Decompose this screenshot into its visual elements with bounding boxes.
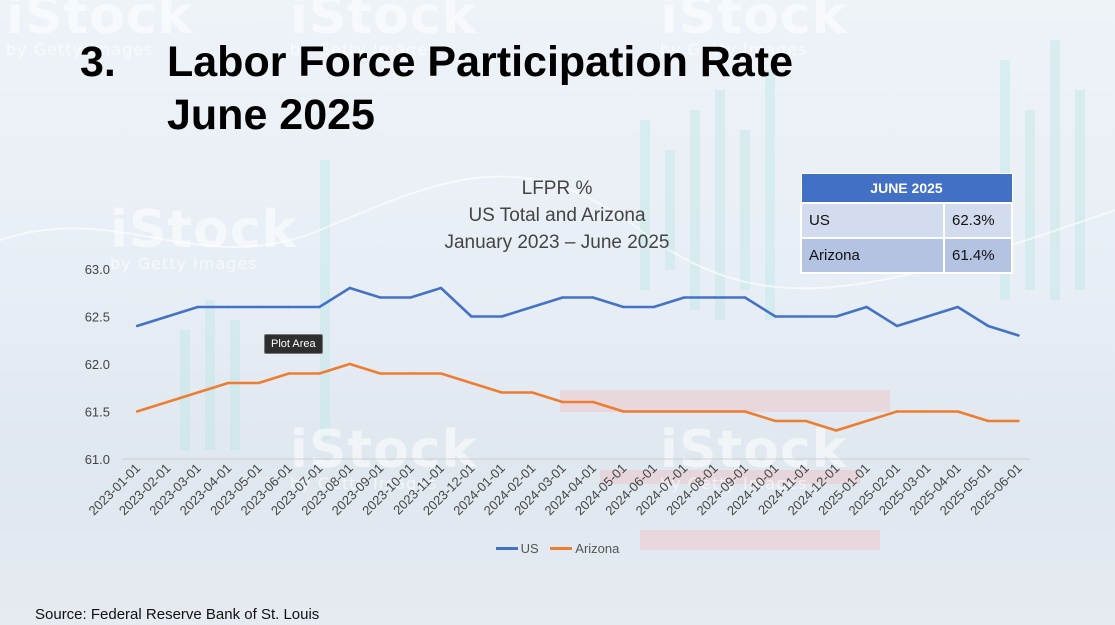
data-point-arizona[interactable] <box>561 400 564 404</box>
data-point-us[interactable] <box>804 315 807 318</box>
data-point-arizona[interactable] <box>956 410 959 413</box>
slide-title-line1: Labor Force Participation Rate <box>167 38 794 86</box>
data-point-arizona[interactable] <box>895 410 899 413</box>
data-point-arizona[interactable] <box>926 410 929 413</box>
y-tick-label: 63.0 <box>85 262 110 277</box>
data-point-us[interactable] <box>683 296 686 299</box>
data-point-us[interactable] <box>926 315 929 318</box>
data-point-arizona[interactable] <box>774 419 777 423</box>
data-point-us[interactable] <box>287 305 291 309</box>
data-point-us[interactable] <box>743 296 747 299</box>
summary-table-header: JUNE 2025 <box>800 173 1013 204</box>
data-point-arizona[interactable] <box>683 410 686 413</box>
plot-area-tooltip: Plot Area <box>264 334 323 354</box>
y-tick-label: 62.5 <box>85 310 110 325</box>
data-point-us[interactable] <box>865 305 868 309</box>
data-point-arizona[interactable] <box>713 410 716 413</box>
data-point-us[interactable] <box>652 305 655 309</box>
data-point-us[interactable] <box>470 315 473 318</box>
data-point-arizona[interactable] <box>318 372 321 375</box>
legend-item-arizona[interactable]: Arizona <box>550 541 619 556</box>
data-point-arizona[interactable] <box>987 419 990 423</box>
table-row: Arizona 61.4% <box>800 237 1013 274</box>
table-cell-value: 61.4% <box>943 237 1013 274</box>
chart-title-line: US Total and Arizona <box>468 205 646 226</box>
watermark: iStock by Getty Images <box>290 0 478 59</box>
data-point-us[interactable] <box>774 315 777 318</box>
watermark: iStock by Getty Images <box>290 420 478 493</box>
legend-item-us[interactable]: US <box>495 541 539 556</box>
table-cell-label: US <box>800 202 945 239</box>
data-point-arizona[interactable] <box>1017 419 1020 423</box>
chart-title: LFPR % US Total and Arizona January 2023… <box>377 175 737 256</box>
chart-title-line: January 2023 – June 2025 <box>444 232 670 253</box>
y-tick-label: 61.5 <box>85 405 110 420</box>
data-point-us[interactable] <box>1017 334 1020 337</box>
data-point-arizona[interactable] <box>379 372 382 375</box>
watermark: iStock by Getty Images <box>660 420 848 493</box>
series-line-us[interactable] <box>136 286 1019 337</box>
data-point-arizona[interactable] <box>531 391 534 394</box>
data-point-us[interactable] <box>439 286 443 290</box>
data-point-arizona[interactable] <box>409 372 412 375</box>
data-point-us[interactable] <box>135 324 139 328</box>
source-note: Source: Federal Reserve Bank of St. Loui… <box>35 606 320 623</box>
table-row: US 62.3% <box>800 202 1013 239</box>
legend-swatch <box>495 547 518 550</box>
data-point-us[interactable] <box>166 315 169 318</box>
data-point-arizona[interactable] <box>500 391 503 394</box>
data-point-arizona[interactable] <box>865 419 868 423</box>
data-point-us[interactable] <box>318 305 321 309</box>
data-point-us[interactable] <box>835 315 838 318</box>
summary-table: JUNE 2025 US 62.3% Arizona 61.4% <box>800 173 1013 274</box>
legend-label: Arizona <box>575 541 620 556</box>
chart-legend: US Arizona <box>0 538 1115 556</box>
data-point-arizona[interactable] <box>804 419 807 423</box>
data-point-us[interactable] <box>379 296 382 299</box>
legend-label: US <box>520 541 539 556</box>
watermark: iStock by Getty Images <box>110 200 298 273</box>
y-tick-label: 62.0 <box>85 357 110 372</box>
data-point-arizona[interactable] <box>287 372 291 375</box>
data-point-arizona[interactable] <box>227 381 230 385</box>
legend-swatch <box>550 547 573 550</box>
data-point-arizona[interactable] <box>439 372 443 375</box>
data-point-us[interactable] <box>561 296 564 299</box>
data-point-us[interactable] <box>956 305 959 309</box>
table-cell-label: Arizona <box>800 237 945 274</box>
data-point-us[interactable] <box>409 296 412 299</box>
slide-number: 3. <box>80 38 116 86</box>
data-point-arizona[interactable] <box>196 391 199 394</box>
series-line-arizona[interactable] <box>136 362 1019 432</box>
data-point-arizona[interactable] <box>135 410 139 413</box>
data-point-arizona[interactable] <box>348 362 351 366</box>
data-point-arizona[interactable] <box>622 410 625 413</box>
data-point-arizona[interactable] <box>166 400 169 404</box>
data-point-us[interactable] <box>196 305 199 309</box>
data-point-us[interactable] <box>713 296 716 299</box>
chart-title-line: LFPR % <box>521 178 593 199</box>
data-point-arizona[interactable] <box>835 429 838 432</box>
slide-title-line2: June 2025 <box>167 91 375 139</box>
data-point-us[interactable] <box>987 324 990 328</box>
y-tick-label: 61.0 <box>85 452 110 467</box>
data-point-arizona[interactable] <box>743 410 747 413</box>
data-point-us[interactable] <box>622 305 625 309</box>
data-point-arizona[interactable] <box>470 381 473 385</box>
data-point-us[interactable] <box>257 305 260 309</box>
data-point-us[interactable] <box>227 305 230 309</box>
data-point-us[interactable] <box>348 286 351 290</box>
watermark: iStock by Getty Images <box>660 0 848 59</box>
data-point-us[interactable] <box>591 296 595 299</box>
table-cell-value: 62.3% <box>943 202 1013 239</box>
watermark: iStock by Getty Images <box>6 0 194 59</box>
data-point-us[interactable] <box>531 305 534 309</box>
data-point-us[interactable] <box>895 324 899 328</box>
data-point-us[interactable] <box>500 315 503 318</box>
data-point-arizona[interactable] <box>591 400 595 404</box>
data-point-arizona[interactable] <box>257 381 260 385</box>
data-point-arizona[interactable] <box>652 410 655 413</box>
